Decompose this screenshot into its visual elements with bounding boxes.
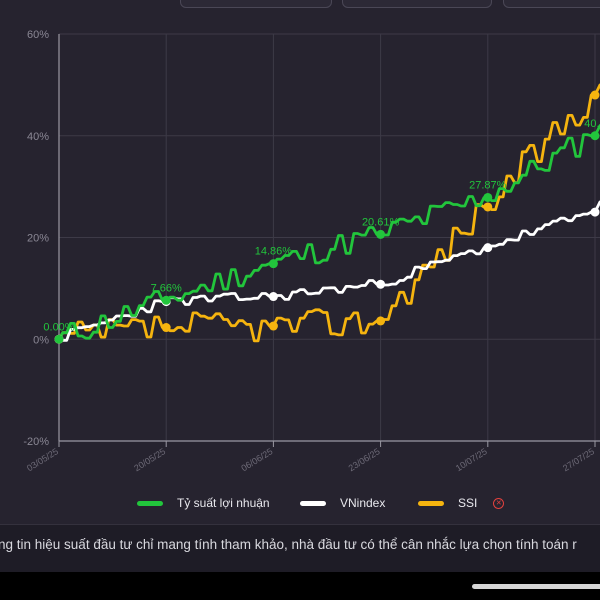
data-label: 20.61%	[362, 216, 400, 228]
series-point	[161, 295, 171, 305]
top-tab-middle[interactable]	[342, 0, 492, 8]
grid	[58, 33, 600, 442]
y-tick-label: 60%	[27, 29, 49, 41]
x-tick-label: 23/06/25	[347, 446, 382, 473]
series-point	[590, 90, 600, 100]
series-point	[268, 292, 278, 302]
legend-swatch-green	[137, 500, 163, 506]
series-point	[376, 279, 386, 289]
series-line	[57, 124, 600, 341]
data-labels: 0.00% 7.66% 14.86% 20.61% 27.87% 40.0	[43, 118, 600, 334]
y-tick-label: 0%	[33, 334, 49, 346]
y-tick-label: 20%	[27, 233, 49, 245]
disclaimer-text: ng tin hiệu suất đầu tư chỉ mang tính th…	[0, 537, 577, 552]
home-indicator[interactable]	[472, 584, 600, 589]
series-point	[268, 321, 278, 331]
series-point	[54, 334, 64, 344]
x-tick-label: 27/07/25	[561, 446, 596, 473]
series-lines	[54, 83, 600, 344]
legend-item-vnindex[interactable]: VNindex	[300, 496, 385, 510]
legend-swatch-white	[300, 500, 326, 506]
series-point	[590, 207, 600, 217]
x-tick-label: 20/05/25	[132, 446, 167, 473]
series-point	[590, 131, 600, 141]
legend-label: VNindex	[340, 496, 386, 510]
legend-label: Tỷ suất lợi nhuận	[177, 496, 270, 510]
series-point	[483, 243, 493, 253]
series-point	[483, 202, 493, 212]
series-point	[483, 192, 493, 202]
data-label: 14.86%	[255, 246, 293, 258]
x-tick-label: 06/06/25	[239, 446, 274, 473]
data-label: 7.66%	[151, 282, 182, 294]
series-point	[268, 259, 278, 269]
series-point	[161, 323, 171, 333]
performance-chart: 60% 40% 20% 0% -20%03/05/25 20/05/25 06/06/25 2…	[23, 29, 600, 473]
top-tab-right[interactable]	[503, 0, 600, 8]
legend-item-tysuat[interactable]: Tỷ suất lợi nhuận	[137, 496, 270, 510]
series-point	[376, 316, 386, 326]
y-tick-label: 40%	[27, 131, 49, 143]
x-tick-label: 10/07/25	[454, 446, 489, 473]
data-label: 27.87%	[469, 179, 507, 191]
legend-label: SSI	[458, 496, 478, 510]
info-circle-icon[interactable]: ✕	[493, 497, 505, 509]
top-tab-left[interactable]	[180, 0, 332, 8]
series-line	[57, 200, 600, 342]
legend-item-ssi[interactable]: SSI ✕	[418, 496, 505, 510]
y-tick-label: -20%	[23, 436, 49, 448]
legend-swatch-yellow	[418, 500, 444, 506]
disclaimer-bar	[0, 524, 600, 573]
series-point	[376, 229, 386, 239]
data-label: 0.00%	[43, 321, 74, 333]
x-tick-label: 03/05/25	[25, 446, 60, 473]
data-label: 40.0	[584, 118, 600, 130]
series-line	[57, 83, 600, 343]
